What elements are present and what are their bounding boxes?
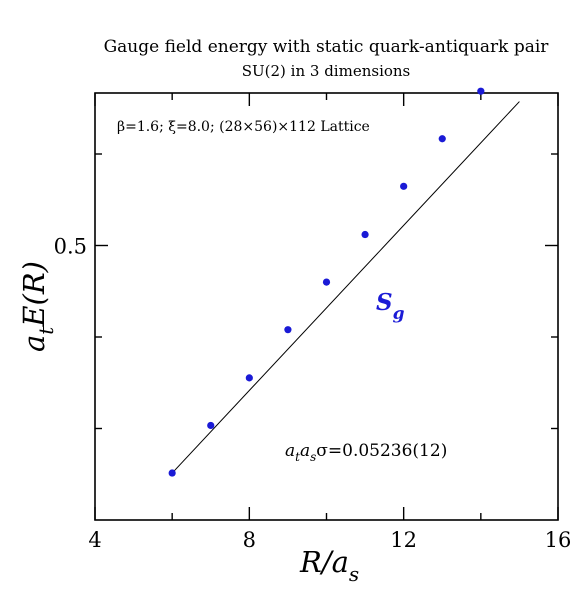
x-tick-label: 16	[545, 528, 572, 552]
x-tick-label: 12	[390, 528, 417, 552]
data-point	[361, 230, 369, 239]
y-axis-label: atE(R)	[17, 261, 58, 352]
data-point	[284, 326, 292, 334]
data-point	[438, 135, 446, 143]
lattice-info-text: β=1.6; ξ=8.0; (28×56)×112 Lattice	[117, 119, 370, 135]
fit-annotation: atasσ=0.05236(12)	[285, 441, 447, 464]
chart-title: Gauge field energy with static quark-ant…	[104, 37, 550, 57]
axis-ticks	[94, 93, 559, 520]
fit-line	[171, 101, 520, 474]
fit-annotation-sub2: s	[310, 450, 316, 464]
x-tick-labels: 4 8 12 16	[88, 528, 571, 552]
y-axis-label-sub: t	[34, 326, 58, 335]
series-label-sub: g	[393, 304, 405, 324]
data-point	[400, 182, 408, 190]
y-axis-label-a: a	[17, 335, 51, 352]
y-tick-label: 0.5	[54, 235, 87, 259]
data-point	[207, 421, 215, 430]
data-point	[168, 469, 176, 477]
x-axis-label: R/as	[299, 545, 359, 586]
fit-annotation-a2: a	[300, 441, 310, 461]
x-tick-label: 4	[88, 528, 101, 552]
x-axis-label-main: R/a	[299, 545, 349, 579]
y-axis-label-rest: E(R)	[17, 261, 51, 328]
x-axis-label-sub: s	[349, 562, 359, 586]
data-points	[168, 87, 485, 477]
series-label-main: S	[376, 289, 393, 316]
data-point	[477, 87, 485, 95]
series-label: Sg	[376, 289, 405, 324]
fit-annotation-a1: a	[285, 441, 295, 461]
data-point	[322, 278, 331, 286]
fit-annotation-sub1: t	[295, 450, 300, 464]
y-tick-labels: 0.5	[54, 235, 87, 259]
fit-annotation-value: σ=0.05236(12)	[316, 441, 447, 461]
chart-subtitle: SU(2) in 3 dimensions	[242, 62, 411, 80]
data-point	[245, 374, 253, 382]
x-tick-label: 8	[243, 528, 256, 552]
